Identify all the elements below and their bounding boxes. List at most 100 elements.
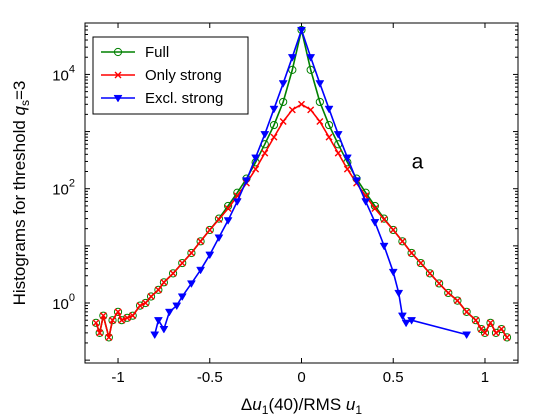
legend-swatch-marker: [113, 94, 123, 103]
x-axis-label-mid: (40)/RMS: [268, 395, 345, 414]
y-axis-label-prefix: Histograms for threshold: [10, 115, 29, 305]
data-point: [252, 165, 260, 173]
data-point: [397, 312, 407, 321]
data-point: [370, 219, 380, 227]
x-tick-label: 0.5: [383, 369, 404, 386]
series-layer: [91, 25, 512, 342]
data-point: [316, 118, 324, 126]
data-point: [92, 319, 100, 327]
y-tick-label-base: 10: [52, 182, 69, 199]
x-axis-label-u2: u: [346, 395, 356, 414]
legend: Full Only strong Excl. strong: [92, 36, 249, 115]
data-point: [153, 317, 163, 325]
data-point: [214, 234, 224, 243]
data-point: [361, 198, 371, 206]
data-point: [324, 105, 334, 114]
x-axis-label-delta: Δ: [241, 395, 252, 414]
data-point: [270, 133, 278, 141]
data-point: [113, 307, 123, 316]
data-point: [196, 266, 206, 275]
data-point: [463, 308, 471, 316]
data-point: [497, 324, 506, 334]
data-point: [261, 149, 269, 157]
data-point: [168, 269, 178, 278]
data-point: [114, 308, 122, 316]
series-only-strong: [92, 100, 511, 341]
data-point: [371, 205, 379, 213]
data-point: [214, 214, 224, 223]
series-line: [153, 27, 467, 336]
data-point: [91, 318, 101, 327]
legend-label: Only strong: [145, 67, 222, 84]
data-point: [388, 268, 398, 277]
data-point: [502, 333, 512, 342]
data-point: [398, 237, 407, 246]
data-point: [379, 214, 389, 223]
data-point: [471, 316, 480, 325]
data-point: [462, 331, 472, 340]
data-point: [160, 278, 168, 286]
data-point: [187, 249, 195, 257]
data-point: [287, 54, 297, 62]
data-point: [462, 307, 471, 316]
data-point: [172, 302, 182, 311]
x-tick-label: -0.5: [197, 369, 223, 386]
legend-swatch-marker: [113, 47, 123, 57]
data-point: [260, 131, 270, 139]
data-point: [269, 120, 279, 130]
data-point: [169, 269, 177, 277]
data-point: [142, 299, 150, 307]
data-point: [472, 316, 480, 324]
data-point: [486, 319, 494, 327]
data-point: [288, 106, 296, 114]
data-point: [394, 289, 404, 298]
x-tick-label: 1: [481, 369, 489, 386]
data-point: [279, 97, 288, 107]
data-point: [444, 289, 452, 297]
data-point: [417, 259, 425, 267]
data-point: [497, 325, 505, 333]
legend-item: Excl. strong: [101, 90, 223, 107]
data-point: [444, 288, 453, 298]
data-point: [324, 120, 334, 130]
data-point: [154, 286, 162, 294]
y-axis-label-suffix: =3: [10, 81, 29, 100]
data-point: [389, 226, 397, 234]
data-point: [481, 329, 489, 337]
panel-annotation: a: [412, 150, 424, 173]
data-point: [123, 314, 131, 322]
data-point: [206, 226, 214, 234]
y-axis-label-q: q: [10, 105, 29, 115]
data-point: [352, 177, 361, 185]
x-axis-label-sub: 1: [262, 403, 269, 417]
data-point: [416, 258, 425, 268]
data-point: [232, 198, 242, 206]
data-point: [380, 215, 388, 223]
data-point: [178, 259, 186, 267]
data-point: [389, 225, 398, 235]
data-point: [224, 205, 232, 213]
data-point: [197, 237, 205, 245]
data-point: [342, 154, 352, 163]
series-excl-strong: [150, 26, 472, 340]
data-point: [147, 292, 155, 300]
data-point: [407, 317, 417, 325]
data-point: [315, 97, 324, 107]
data-point: [159, 326, 169, 334]
x-axis-label-sub2: 1: [355, 403, 362, 417]
data-point: [407, 248, 416, 258]
data-point: [398, 237, 406, 245]
y-tick-label-base: 10: [52, 67, 69, 84]
x-axis-label-u: u: [252, 395, 262, 414]
data-point: [491, 328, 501, 337]
data-point: [187, 248, 196, 258]
legend-item: Only strong: [101, 67, 222, 84]
data-point: [325, 133, 333, 141]
data-point: [269, 105, 279, 114]
data-point: [105, 333, 113, 341]
data-point: [453, 296, 462, 305]
data-point: [118, 316, 126, 324]
y-tick-label: 102: [52, 178, 75, 199]
